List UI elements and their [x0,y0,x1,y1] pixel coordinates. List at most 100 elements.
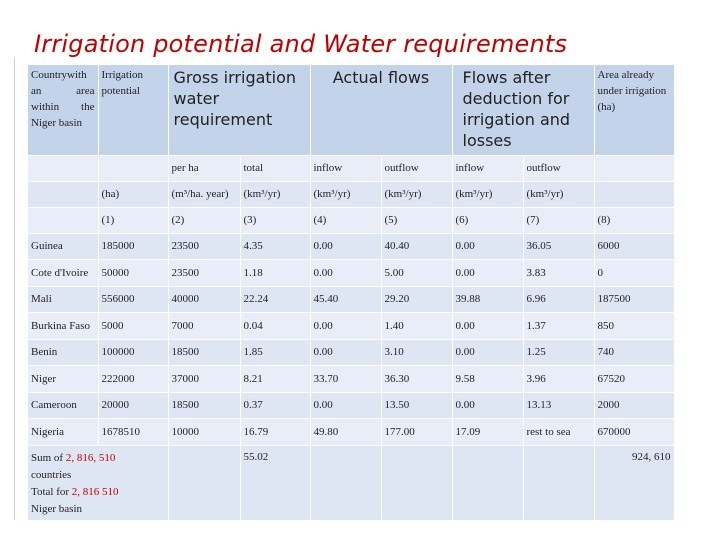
table-row: Guinea 185000 23500 4.35 0.00 40.40 0.00… [28,233,675,260]
value-cell: 0.00 [452,339,524,366]
subheader-row: per ha total inflow outflow inflow outfl… [28,155,675,182]
value-cell: 100000 [98,339,169,366]
sum-text: Sum of [31,451,64,464]
sum-total-requirement: 55.02 [240,445,311,521]
header-country-line: Countrywith [31,69,87,81]
value-cell: 0.37 [240,392,311,419]
col-number: (6) [452,207,524,234]
units-row: (ha) (m³/ha. year) (km³/yr) (km³/yr) (km… [28,181,675,208]
value-cell: 1.37 [523,312,595,340]
value-cell: 5000 [98,312,169,340]
value-cell: rest to sea [523,418,595,446]
country-cell: Mali [28,286,99,313]
value-cell: 16.79 [240,418,311,446]
sum-label: Sum of 2, 816, 510 countries Total for 2… [28,445,169,521]
value-cell: 187500 [594,286,675,313]
header-country: Countrywith an area within the Niger bas… [28,65,99,156]
unit-cell: (m³/ha. year) [168,181,241,208]
value-cell: 22.24 [240,286,311,313]
country-cell: Cameroon [28,392,99,419]
value-cell: 3.10 [381,339,453,366]
column-number-row: (1) (2) (3) (4) (5) (6) (7) (8) [28,207,675,234]
value-cell: 6000 [594,233,675,260]
sum-value: 2, 816, 510 [65,451,116,464]
header-after: Flows after deduction for irrigation and… [452,65,595,156]
total-value: 2, 816 510 [71,485,119,498]
header-country-line: Niger basin [31,117,83,129]
value-cell: 4.35 [240,233,311,260]
country-cell: Benin [28,339,99,366]
value-cell: 17.09 [452,418,524,446]
sub-outflow: outflow [381,155,453,182]
value-cell: 1.18 [240,259,311,287]
header-row: Countrywith an area within the Niger bas… [28,65,675,156]
country-cell: Cote d'Ivoire [28,259,99,287]
sum-text: Sum of 2, 816, 510 [31,450,115,467]
header-country-line: an area [31,85,95,97]
value-cell: 49.80 [310,418,382,446]
sub-inflow: inflow [452,155,524,182]
value-cell: 0.00 [310,233,382,260]
cell [452,445,524,521]
total-text: Niger basin [31,502,83,515]
sum-row: Sum of 2, 816, 510 countries Total for 2… [28,445,675,521]
value-cell: 740 [594,339,675,366]
value-cell: 3.83 [523,259,595,287]
value-cell: 23500 [168,233,241,260]
header-potential-line: Irrigation [101,69,144,81]
header-potential: Irrigation potential [98,65,169,156]
cell [28,207,99,234]
value-cell: 33.70 [310,365,382,393]
col-number: (7) [523,207,595,234]
table-row: Burkina Faso 5000 7000 0.04 0.00 1.40 0.… [28,312,675,340]
table-row: Benin 100000 18500 1.85 0.00 3.10 0.00 1… [28,339,675,366]
value-cell: 0.00 [310,259,382,287]
value-cell: 1.85 [240,339,311,366]
sub-total: total [240,155,311,182]
table-row: Cameroon 20000 18500 0.37 0.00 13.50 0.0… [28,392,675,419]
col-number: (5) [381,207,453,234]
value-cell: 20000 [98,392,169,419]
value-cell: 40.40 [381,233,453,260]
value-cell: 13.13 [523,392,595,419]
value-cell: 1.25 [523,339,595,366]
col-number: (1) [98,207,169,234]
irrigation-table: Countrywith an area within the Niger bas… [28,65,675,521]
value-cell: 36.30 [381,365,453,393]
unit-cell: (km³/yr) [452,181,524,208]
col-number: (2) [168,207,241,234]
value-cell: 1678510 [98,418,169,446]
header-area: Area already under irrigation (ha) [594,65,675,156]
value-cell: 18500 [168,392,241,419]
header-potential-line: potential [101,85,141,97]
value-cell: 0.04 [240,312,311,340]
sub-inflow: inflow [310,155,382,182]
value-cell: 222000 [98,365,169,393]
country-cell: Niger [28,365,99,393]
value-cell: 0.00 [452,312,524,340]
value-cell: 185000 [98,233,169,260]
unit-cell: (km³/yr) [381,181,453,208]
value-cell: 9.58 [452,365,524,393]
value-cell: 5.00 [381,259,453,287]
unit-cell: (km³/yr) [240,181,311,208]
value-cell: 3.96 [523,365,595,393]
total-line: Total for 2, 816 510 [31,484,165,501]
value-cell: 0.00 [310,312,382,340]
value-cell: 2000 [594,392,675,419]
value-cell: 556000 [98,286,169,313]
cell [28,155,99,182]
country-cell: Nigeria [28,418,99,446]
unit-cell: (km³/yr) [523,181,595,208]
table-row: Mali 556000 40000 22.24 45.40 29.20 39.8… [28,286,675,313]
value-cell: 1.40 [381,312,453,340]
sum-line: Sum of 2, 816, 510 [31,450,149,467]
value-cell: 0 [594,259,675,287]
sum-text: countries [31,468,72,481]
header-country-line: within the [31,101,95,113]
value-cell: 36.05 [523,233,595,260]
col-number: (4) [310,207,382,234]
left-rule [14,58,15,520]
cell [381,445,453,521]
total-text: Total for [31,485,70,498]
